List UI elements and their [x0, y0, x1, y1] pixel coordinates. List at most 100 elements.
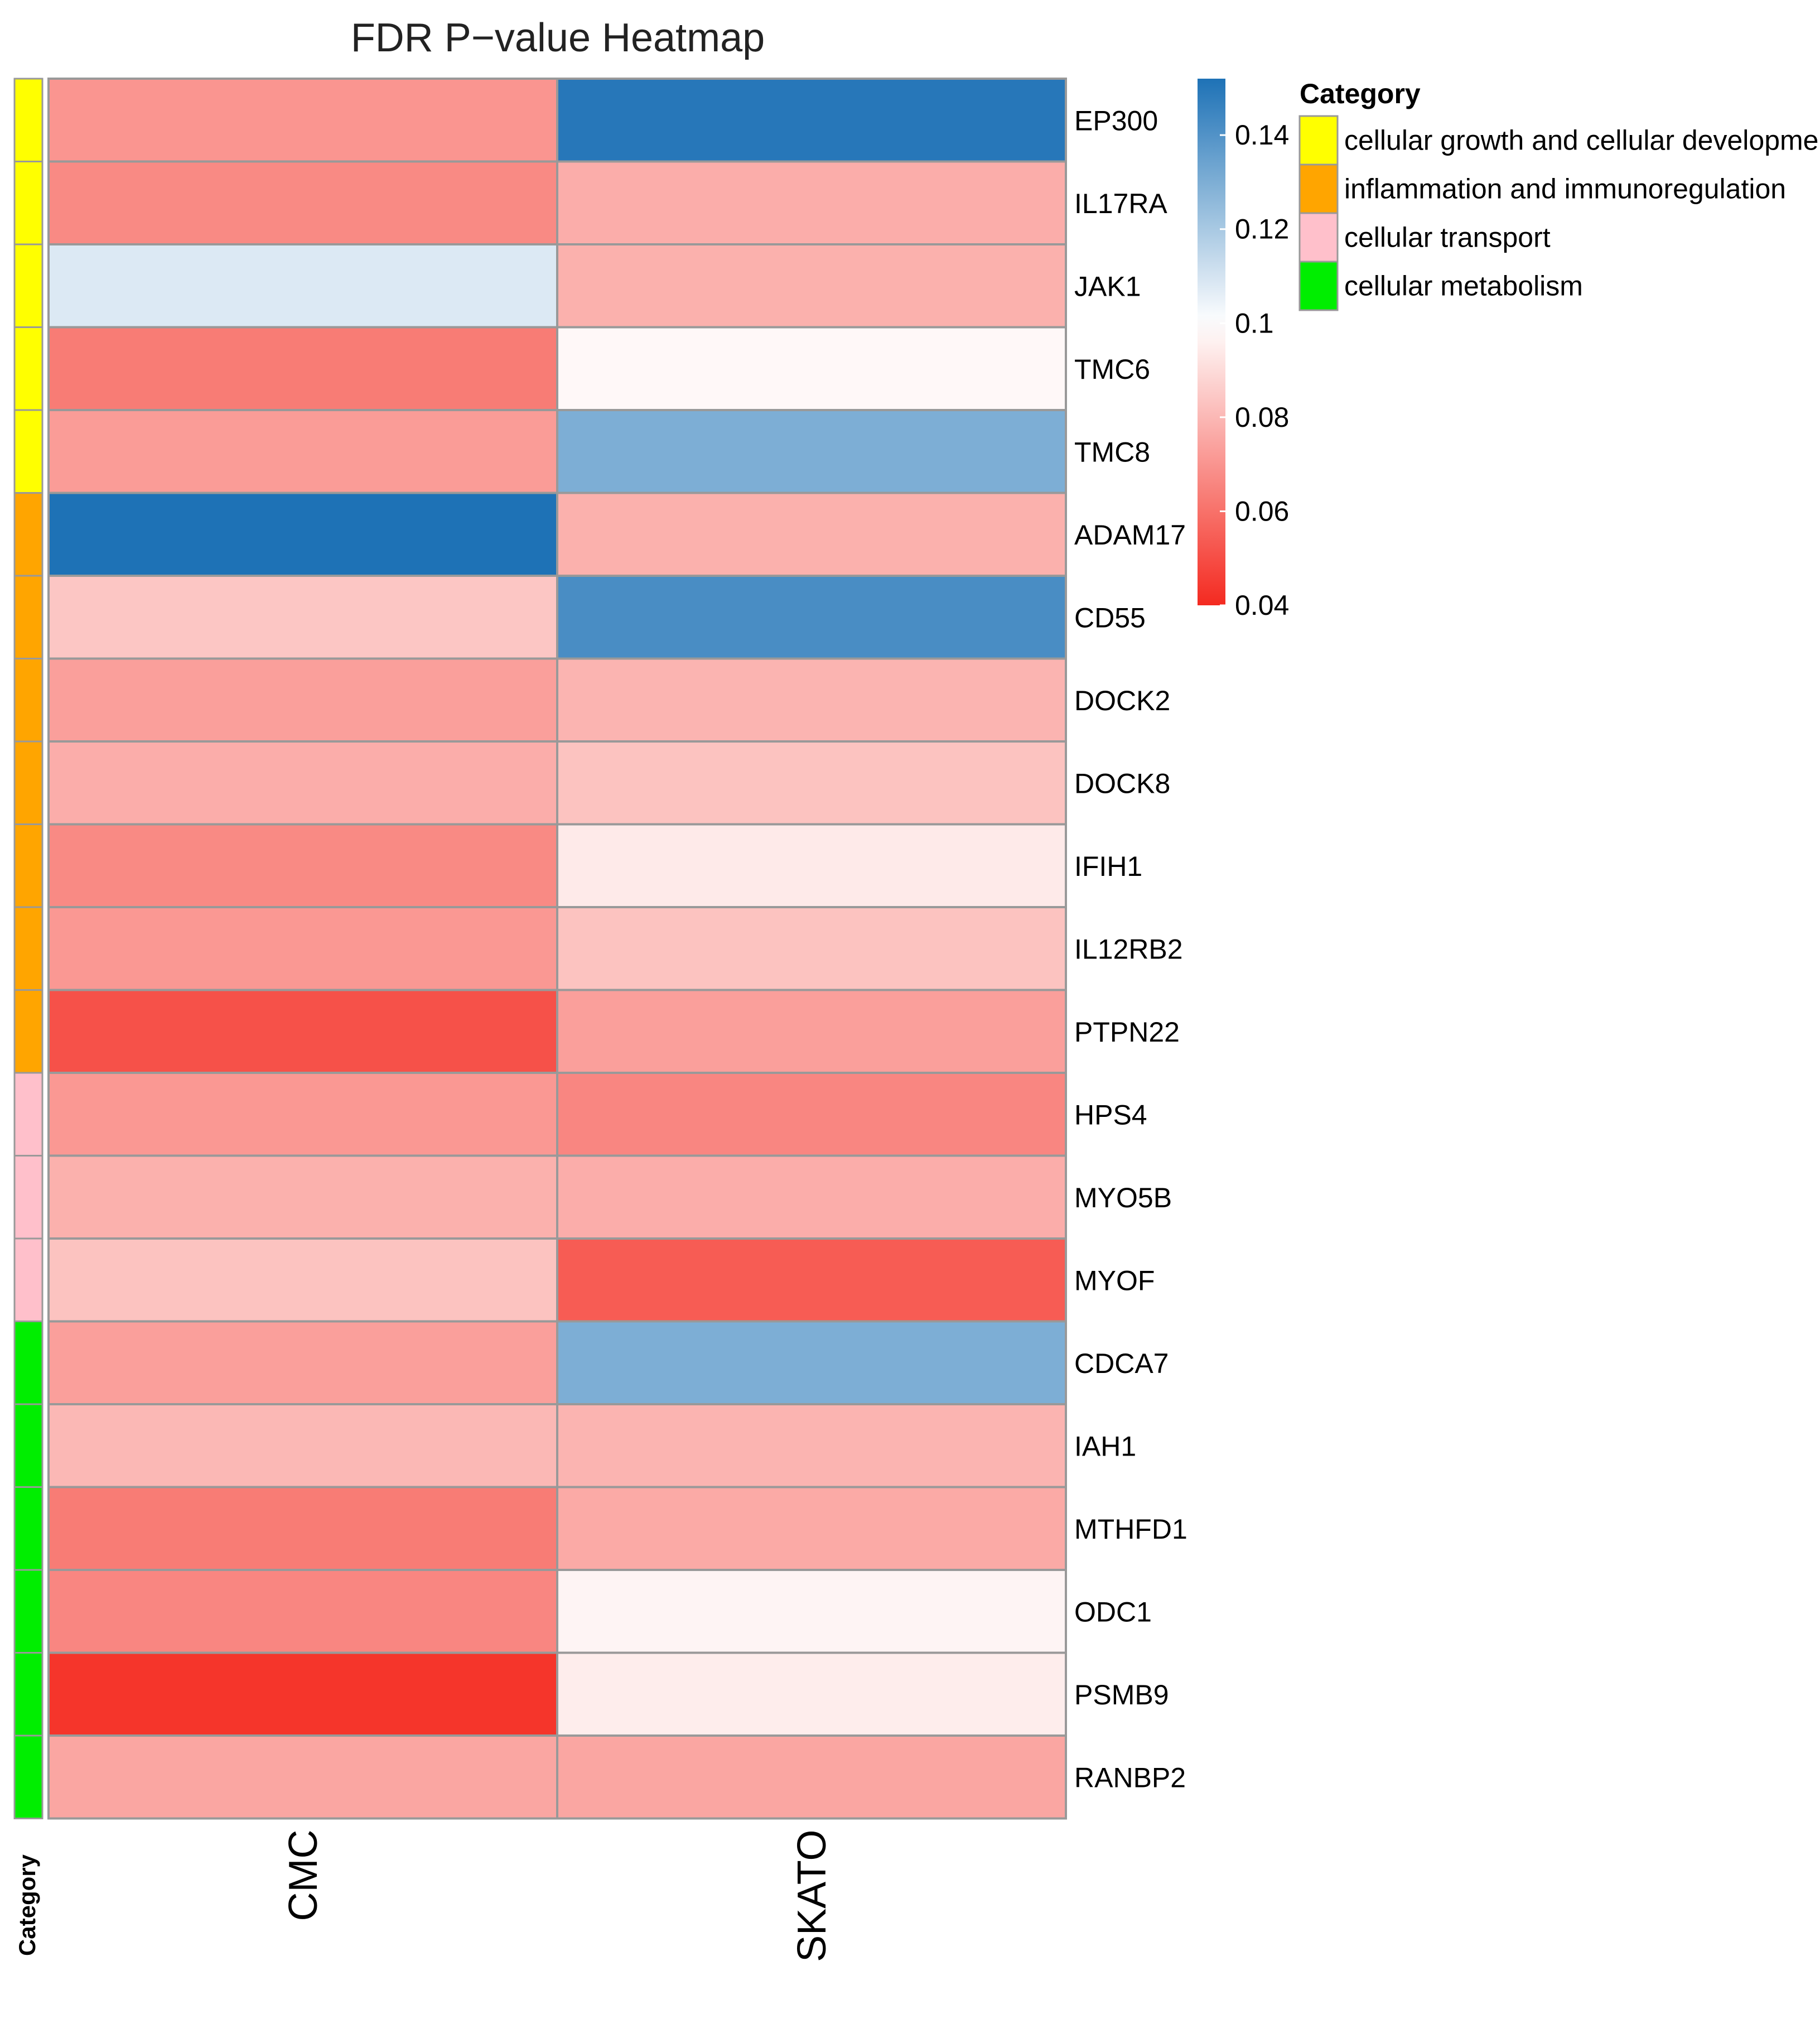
- heatmap-cell-ranbp2-skato: [556, 1734, 1067, 1820]
- gene-label-dock8: DOCK8: [1074, 768, 1170, 799]
- gene-label-myof: MYOF: [1074, 1265, 1155, 1296]
- heatmap-cell-tmc8-cmc: [47, 409, 558, 494]
- heatmap-cell-myo5b-skato: [556, 1154, 1067, 1240]
- heatmap-cell-odc1-skato: [556, 1569, 1067, 1654]
- legend-swatch-cellular-growth-and-cellular-development: [1298, 115, 1339, 166]
- column-label-skato: SKATO: [790, 1830, 834, 1962]
- heatmap-cell-odc1-cmc: [47, 1569, 558, 1654]
- heatmap-cell-psmb9-cmc: [47, 1651, 558, 1737]
- category-cell-iah1: [13, 1403, 44, 1488]
- category-cell-ptpn22: [13, 989, 44, 1074]
- gene-label-il12rb2: IL12RB2: [1074, 933, 1183, 965]
- gene-label-tmc6: TMC6: [1074, 354, 1150, 385]
- heatmap-cell-cd55-cmc: [47, 575, 558, 660]
- heatmap-cell-dock2-skato: [556, 657, 1067, 743]
- category-cell-myo5b: [13, 1155, 44, 1240]
- category-cell-tmc8: [13, 409, 44, 494]
- colorbar-tick-label: 0.1: [1235, 307, 1274, 339]
- heatmap-cell-cd55-skato: [556, 575, 1067, 660]
- heatmap-cell-ptpn22-cmc: [47, 989, 558, 1074]
- category-cell-dock8: [13, 740, 44, 825]
- heatmap-cell-ep300-skato: [556, 78, 1067, 163]
- heatmap-cell-myo5b-cmc: [47, 1154, 558, 1240]
- gene-label-odc1: ODC1: [1074, 1596, 1152, 1627]
- legend-title: Category: [1300, 78, 1421, 109]
- colorbar-tick-label: 0.06: [1235, 495, 1289, 527]
- legend-label-cellular-metabolism: cellular metabolism: [1344, 271, 1583, 302]
- colorbar-tick-label: 0.04: [1235, 590, 1289, 621]
- category-cell-dock2: [13, 658, 44, 743]
- heatmap-cell-myof-skato: [556, 1237, 1067, 1323]
- category-cell-cd55: [13, 575, 44, 659]
- colorbar-gradient: [1198, 79, 1225, 605]
- heatmap-cell-ptpn22-skato: [556, 989, 1067, 1074]
- legend-swatch-cellular-transport: [1298, 212, 1339, 263]
- colorbar-tick-label: 0.14: [1235, 119, 1289, 151]
- heatmap-cell-adam17-cmc: [47, 492, 558, 577]
- colorbar: 0.04 0.06 0.08 0.1 0.12 0.14: [1198, 79, 1289, 621]
- column-labels: CMC SKATO: [281, 1830, 834, 1962]
- category-cell-odc1: [13, 1569, 44, 1654]
- heatmap-cell-ifih1-skato: [556, 823, 1067, 908]
- heatmap-cells: [47, 78, 1067, 1820]
- category-legend: Category cellular growth and cellular dev…: [1298, 78, 1820, 311]
- heatmap-cell-ifih1-cmc: [47, 823, 558, 908]
- category-cell-psmb9: [13, 1652, 44, 1737]
- heatmap-cell-ep300-cmc: [47, 78, 558, 163]
- heatmap-cell-tmc8-skato: [556, 409, 1067, 494]
- gene-label-dock2: DOCK2: [1074, 685, 1170, 716]
- category-cell-mthfd1: [13, 1486, 44, 1571]
- colorbar-tick-label: 0.12: [1235, 214, 1289, 245]
- category-cell-hps4: [13, 1072, 44, 1157]
- gene-label-ranbp2: RANBP2: [1074, 1762, 1186, 1793]
- gene-label-cd55: CD55: [1074, 602, 1146, 633]
- gene-label-myo5b: MYO5B: [1074, 1182, 1172, 1213]
- gene-label-ptpn22: PTPN22: [1074, 1016, 1180, 1048]
- gene-label-jak1: JAK1: [1074, 271, 1141, 302]
- heatmap-cell-dock8-cmc: [47, 740, 558, 826]
- heatmap-cell-hps4-skato: [556, 1072, 1067, 1157]
- heatmap-cell-myof-cmc: [47, 1237, 558, 1323]
- category-cell-myof: [13, 1237, 44, 1322]
- chart-title: FDR P−value Heatmap: [351, 16, 765, 60]
- gene-label-mthfd1: MTHFD1: [1074, 1514, 1187, 1545]
- heatmap-cell-psmb9-skato: [556, 1651, 1067, 1737]
- heatmap-cell-hps4-cmc: [47, 1072, 558, 1157]
- heatmap-cell-iah1-skato: [556, 1403, 1067, 1488]
- heatmap-cell-adam17-skato: [556, 492, 1067, 577]
- colorbar-tick-label: 0.08: [1235, 402, 1289, 433]
- heatmap-cell-mthfd1-cmc: [47, 1486, 558, 1571]
- category-cell-il12rb2: [13, 906, 44, 991]
- heatmap-cell-cdca7-skato: [556, 1320, 1067, 1405]
- category-cell-ep300: [13, 78, 44, 162]
- heatmap-cell-tmc6-skato: [556, 326, 1067, 411]
- gene-label-tmc8: TMC8: [1074, 436, 1150, 468]
- heatmap-cell-jak1-skato: [556, 243, 1067, 329]
- legend-label-cellular-transport: cellular transport: [1344, 222, 1551, 253]
- gene-labels: EP300 IL17RA JAK1 TMC6 TMC8 ADAM17 CD55 DOCK2 DO…: [1074, 105, 1187, 1793]
- heatmap-cell-cdca7-cmc: [47, 1320, 558, 1405]
- heatmap-cell-mthfd1-skato: [556, 1486, 1067, 1571]
- gene-label-adam17: ADAM17: [1074, 519, 1186, 551]
- legend-label-cellular-growth-and-cellular-development: cellular growth and cellular development: [1344, 125, 1820, 156]
- legend-swatch-cellular-metabolism: [1298, 261, 1339, 311]
- gene-label-il17ra: IL17RA: [1074, 188, 1167, 219]
- heatmap-cell-dock8-skato: [556, 740, 1067, 826]
- category-cell-il17ra: [13, 161, 44, 245]
- legend-label-inflammation-and-immunoregulation: inflammation and immunoregulation: [1344, 174, 1786, 205]
- heatmap-cell-jak1-cmc: [47, 243, 558, 329]
- gene-label-ifih1: IFIH1: [1074, 851, 1142, 882]
- heatmap-cell-il17ra-skato: [556, 160, 1067, 245]
- category-cell-ranbp2: [13, 1734, 44, 1819]
- heatmap-cell-ranbp2-cmc: [47, 1734, 558, 1820]
- heatmap-cell-iah1-cmc: [47, 1403, 558, 1488]
- heatmap-cell-il12rb2-skato: [556, 906, 1067, 991]
- gene-label-cdca7: CDCA7: [1074, 1348, 1169, 1379]
- category-cell-ifih1: [13, 823, 44, 908]
- heatmap-cell-dock2-cmc: [47, 657, 558, 743]
- legend-swatch-inflammation-and-immunoregulation: [1298, 163, 1339, 214]
- category-annotation-strip: [13, 78, 44, 1819]
- gene-label-psmb9: PSMB9: [1074, 1679, 1169, 1710]
- category-axis-label: Category: [14, 1854, 40, 1956]
- heatmap-cell-tmc6-cmc: [47, 326, 558, 411]
